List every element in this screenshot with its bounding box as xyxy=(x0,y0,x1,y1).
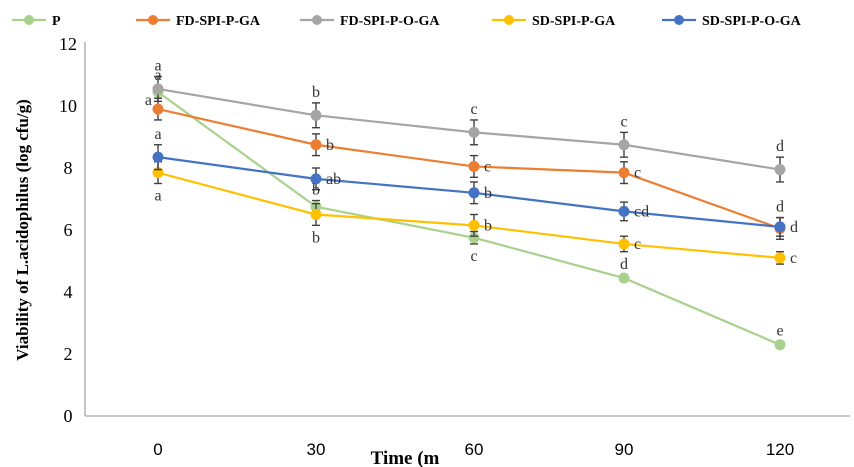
y-tick-labels: 0 2 4 6 8 10 12 xyxy=(59,34,77,426)
significance-letter: a xyxy=(154,188,161,205)
significance-letter: c xyxy=(484,158,491,175)
significance-letter: cd xyxy=(634,203,649,220)
x-tick-label: 30 xyxy=(307,440,326,459)
data-point xyxy=(774,164,786,176)
series-line xyxy=(157,171,781,259)
data-point xyxy=(774,221,786,233)
significance-letter: a xyxy=(145,92,152,109)
data-point xyxy=(618,238,630,250)
legend-marker xyxy=(504,15,514,25)
data-point xyxy=(618,139,630,151)
significance-letter: d xyxy=(790,219,798,236)
x-tick-label: 120 xyxy=(766,440,794,459)
data-point xyxy=(468,187,480,199)
data-point xyxy=(774,252,786,264)
data-point xyxy=(468,160,480,172)
series-line xyxy=(157,108,781,230)
significance-letter: b xyxy=(312,229,320,246)
x-tick-label: 90 xyxy=(615,440,634,459)
significance-letter: c xyxy=(634,165,641,182)
series-FD-SPI-P-O-GA xyxy=(152,75,786,183)
significance-letter: d xyxy=(620,256,628,273)
data-point xyxy=(310,209,322,220)
legend-label: P xyxy=(52,14,61,29)
significance-letter: c xyxy=(470,248,477,265)
significance-letter: b xyxy=(312,182,320,199)
significance-letter: c xyxy=(470,101,477,118)
data-point xyxy=(468,219,480,231)
significance-letter: a xyxy=(154,67,161,84)
legend: P FD-SPI-P-GA FD-SPI-P-O-GA SD-SPI-P-GA SD-S… xyxy=(12,14,802,29)
y-tick-label: 0 xyxy=(64,406,73,426)
data-point xyxy=(152,83,164,95)
y-axis-label: Viability of L.acidophilus (log cfu/g) xyxy=(13,99,32,360)
legend-item: FD-SPI-P-GA xyxy=(136,14,261,29)
x-tick-labels: 0 30 60 90 120 xyxy=(153,440,794,459)
significance-letter: ab xyxy=(326,171,341,188)
data-point xyxy=(152,103,164,115)
legend-item: P xyxy=(12,14,61,29)
data-point xyxy=(310,173,322,185)
legend-label: FD-SPI-P-GA xyxy=(176,14,261,29)
legend-label: SD-SPI-P-GA xyxy=(532,14,616,29)
y-tick-label: 12 xyxy=(59,34,77,54)
x-axis-label: Time (m xyxy=(371,448,440,467)
significance-letter: b xyxy=(326,137,334,154)
series-SD-SPI-P-GA xyxy=(152,161,786,265)
significance-letter: c xyxy=(620,113,627,130)
significance-letter: c xyxy=(790,250,797,267)
significance-letter: d xyxy=(776,138,784,155)
x-tick-label: 0 xyxy=(153,440,162,459)
significance-letter: d xyxy=(776,199,784,216)
data-point xyxy=(774,339,786,351)
significance-letter: a xyxy=(154,126,161,143)
series-layer xyxy=(152,75,786,351)
data-point xyxy=(310,109,322,121)
data-point xyxy=(618,205,630,217)
data-point xyxy=(468,126,480,138)
legend-marker xyxy=(148,15,158,25)
series-SD-SPI-P-O-GA xyxy=(152,144,786,237)
data-point xyxy=(618,272,630,284)
legend-item: SD-SPI-P-O-GA xyxy=(662,14,802,29)
axes xyxy=(84,42,850,417)
legend-label: SD-SPI-P-O-GA xyxy=(702,14,802,29)
y-tick-label: 6 xyxy=(64,220,73,240)
y-tick-label: 8 xyxy=(64,158,73,178)
legend-item: SD-SPI-P-GA xyxy=(492,14,616,29)
y-tick-label: 4 xyxy=(64,282,73,302)
significance-letter: b xyxy=(312,84,320,101)
significance-letter: a xyxy=(154,58,161,75)
legend-marker xyxy=(674,15,684,25)
significance-letter: b xyxy=(484,217,492,234)
legend-item: FD-SPI-P-O-GA xyxy=(300,14,440,29)
x-tick-label: 60 xyxy=(465,440,484,459)
y-tick-label: 2 xyxy=(64,344,73,364)
legend-label: FD-SPI-P-O-GA xyxy=(340,14,440,29)
significance-letter: e xyxy=(776,323,783,340)
y-tick-label: 10 xyxy=(59,96,77,116)
data-point xyxy=(152,151,164,163)
significance-letter: c xyxy=(634,236,641,253)
data-point xyxy=(618,167,630,179)
significance-letter: b xyxy=(484,185,492,202)
legend-marker xyxy=(312,15,322,25)
legend-marker xyxy=(24,15,34,25)
data-point xyxy=(310,139,322,151)
